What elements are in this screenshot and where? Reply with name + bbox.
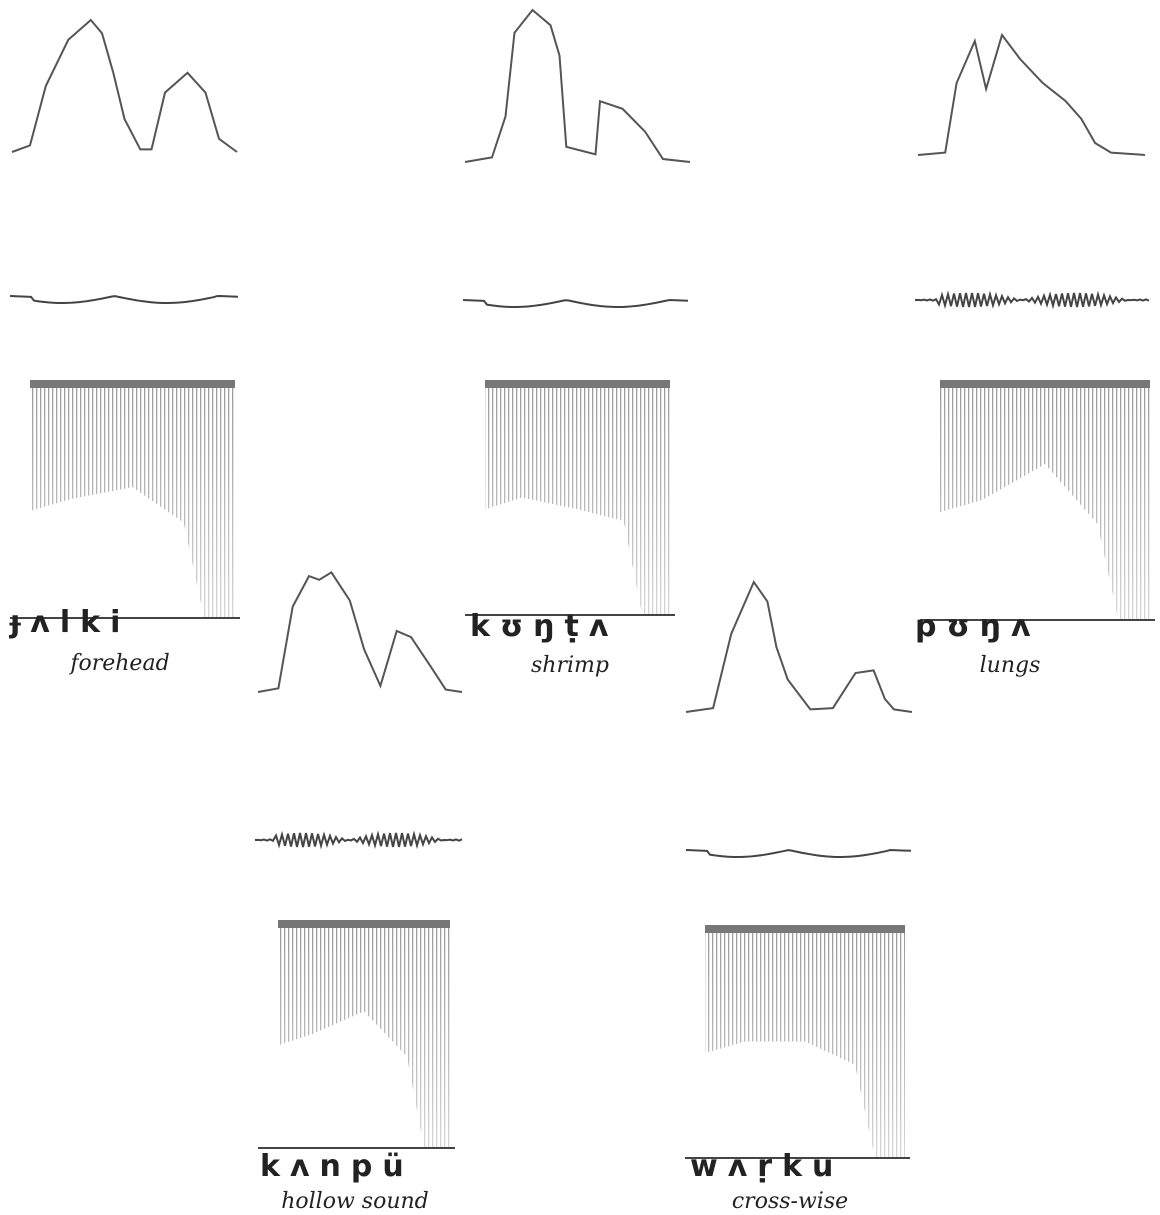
gloss: cross-wise [732, 1189, 848, 1214]
gloss: forehead [68, 651, 169, 676]
spectrogram-top [278, 920, 450, 928]
transcription: kʌnpü [260, 1149, 414, 1184]
spectrogram-top [705, 925, 905, 933]
spectrogram-fade [705, 925, 905, 1158]
spectrogram-fade [278, 920, 450, 1148]
spectrogram-fade [30, 380, 235, 618]
panel: wʌṛku cross-wise [685, 579, 913, 1214]
intensity-curve [257, 571, 463, 693]
gloss: shrimp [531, 653, 609, 678]
intensity-curve [685, 579, 913, 713]
waveform [685, 849, 912, 859]
spectrogram-top [30, 380, 235, 388]
spectrogram-top [940, 380, 1150, 388]
panel: ɟʌlki forehead [9, 18, 240, 676]
panel: kʊŋṭʌ shrimp [462, 8, 691, 678]
transcription: pʊŋʌ [915, 609, 1041, 644]
spectrogram-fade [940, 380, 1150, 620]
gloss: lungs [980, 653, 1041, 678]
intensity-curve [11, 18, 238, 153]
panel: kʌnpü hollow sound [254, 571, 463, 1214]
spectrogram-top [485, 380, 670, 388]
gloss: hollow sound [281, 1189, 429, 1214]
waveform [914, 290, 1150, 310]
waveform [462, 299, 689, 308]
transcription: kʊŋṭʌ [470, 609, 618, 644]
intensity-curve [464, 8, 691, 163]
panel: pʊŋʌ lungs [914, 32, 1155, 678]
waveform [9, 295, 239, 304]
waveform [254, 830, 463, 850]
transcription: ɟʌlki [9, 605, 130, 640]
transcription: wʌṛku [690, 1149, 843, 1184]
spectrogram-fade [485, 380, 670, 615]
intensity-curve [917, 32, 1146, 156]
